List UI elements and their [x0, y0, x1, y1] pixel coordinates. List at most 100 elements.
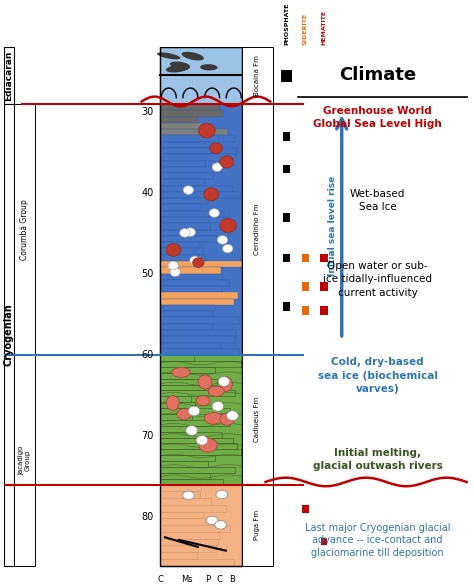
- Bar: [4, 104, 14, 566]
- Bar: [160, 385, 204, 390]
- Bar: [160, 437, 233, 443]
- Bar: [160, 461, 208, 467]
- Text: PHOSPHATE: PHOSPHATE: [284, 2, 289, 45]
- Bar: [320, 253, 328, 262]
- Text: 80: 80: [141, 512, 153, 522]
- Ellipse shape: [177, 409, 191, 420]
- Bar: [160, 330, 236, 336]
- Text: Initial sea level rise: Initial sea level rise: [328, 175, 337, 276]
- Bar: [160, 525, 230, 532]
- Text: Open water or sub-
ice tidally-influenced
current activity: Open water or sub- ice tidally-influence…: [323, 261, 432, 298]
- Bar: [160, 349, 239, 355]
- Bar: [160, 498, 211, 505]
- Ellipse shape: [182, 491, 194, 500]
- Text: 60: 60: [141, 350, 153, 360]
- Ellipse shape: [166, 65, 190, 72]
- Text: C: C: [157, 575, 163, 584]
- Ellipse shape: [220, 377, 232, 392]
- Text: 30: 30: [141, 107, 153, 117]
- Text: Puga Fm: Puga Fm: [255, 510, 260, 540]
- Ellipse shape: [220, 413, 234, 425]
- Ellipse shape: [204, 412, 223, 424]
- Bar: [160, 205, 201, 211]
- Ellipse shape: [220, 218, 237, 233]
- Ellipse shape: [180, 229, 190, 237]
- Bar: [160, 305, 215, 311]
- Bar: [160, 432, 222, 437]
- Bar: [160, 255, 206, 261]
- Bar: [242, 48, 273, 104]
- Ellipse shape: [186, 426, 198, 435]
- Bar: [160, 186, 233, 192]
- Text: Cold, dry-based
sea ice (biochemical
varves): Cold, dry-based sea ice (biochemical var…: [318, 358, 438, 394]
- Bar: [160, 286, 221, 292]
- Bar: [160, 545, 216, 552]
- Ellipse shape: [166, 396, 179, 410]
- Text: SIDERITE: SIDERITE: [303, 12, 308, 45]
- Bar: [160, 505, 227, 512]
- Text: Cryogenian: Cryogenian: [4, 303, 14, 366]
- Ellipse shape: [166, 243, 181, 256]
- Ellipse shape: [170, 268, 180, 276]
- Ellipse shape: [208, 386, 224, 396]
- Bar: [160, 532, 220, 539]
- Ellipse shape: [198, 375, 212, 389]
- Text: HEMATITE: HEMATITE: [321, 9, 327, 45]
- Bar: [160, 343, 221, 349]
- Bar: [283, 132, 290, 141]
- Bar: [160, 242, 200, 248]
- Text: Ediacaran: Ediacaran: [4, 51, 13, 101]
- Text: P: P: [205, 575, 210, 584]
- Text: Ms: Ms: [182, 575, 193, 584]
- Text: 40: 40: [141, 188, 153, 198]
- Bar: [283, 302, 290, 311]
- Bar: [160, 248, 203, 255]
- Bar: [160, 104, 242, 355]
- Bar: [160, 519, 205, 525]
- Text: 70: 70: [141, 431, 153, 441]
- Bar: [320, 306, 328, 315]
- Bar: [160, 192, 241, 198]
- Text: Jacadigo
Group: Jacadigo Group: [18, 446, 31, 475]
- Bar: [242, 485, 273, 566]
- Text: Bocaina Fm: Bocaina Fm: [255, 55, 260, 96]
- Bar: [160, 311, 213, 318]
- Bar: [160, 135, 235, 142]
- Bar: [160, 267, 220, 273]
- Bar: [301, 253, 309, 262]
- Bar: [160, 408, 230, 414]
- Ellipse shape: [192, 258, 204, 268]
- Ellipse shape: [212, 163, 222, 172]
- Bar: [160, 492, 200, 498]
- Bar: [160, 261, 242, 267]
- Bar: [282, 70, 292, 82]
- Bar: [160, 280, 230, 286]
- Bar: [160, 443, 237, 449]
- Bar: [14, 104, 35, 355]
- Bar: [160, 154, 229, 161]
- Bar: [160, 299, 234, 305]
- Ellipse shape: [183, 186, 193, 195]
- Bar: [160, 449, 241, 455]
- Bar: [283, 165, 290, 173]
- Bar: [160, 426, 190, 432]
- Bar: [160, 116, 199, 123]
- Text: Greenhouse World
Global Sea Level High: Greenhouse World Global Sea Level High: [313, 106, 442, 129]
- Bar: [160, 173, 213, 179]
- Bar: [160, 104, 220, 111]
- Bar: [160, 148, 237, 154]
- Text: Corumbá Group: Corumbá Group: [20, 199, 29, 260]
- Ellipse shape: [206, 516, 218, 524]
- Ellipse shape: [218, 236, 228, 244]
- Ellipse shape: [190, 256, 200, 265]
- Bar: [302, 505, 309, 513]
- Ellipse shape: [215, 520, 227, 529]
- Bar: [160, 420, 230, 426]
- Text: B: B: [229, 575, 235, 584]
- Bar: [160, 373, 202, 379]
- Bar: [160, 552, 197, 559]
- Bar: [160, 198, 208, 205]
- Bar: [160, 355, 242, 485]
- Text: Climate: Climate: [339, 66, 416, 84]
- Bar: [160, 273, 223, 280]
